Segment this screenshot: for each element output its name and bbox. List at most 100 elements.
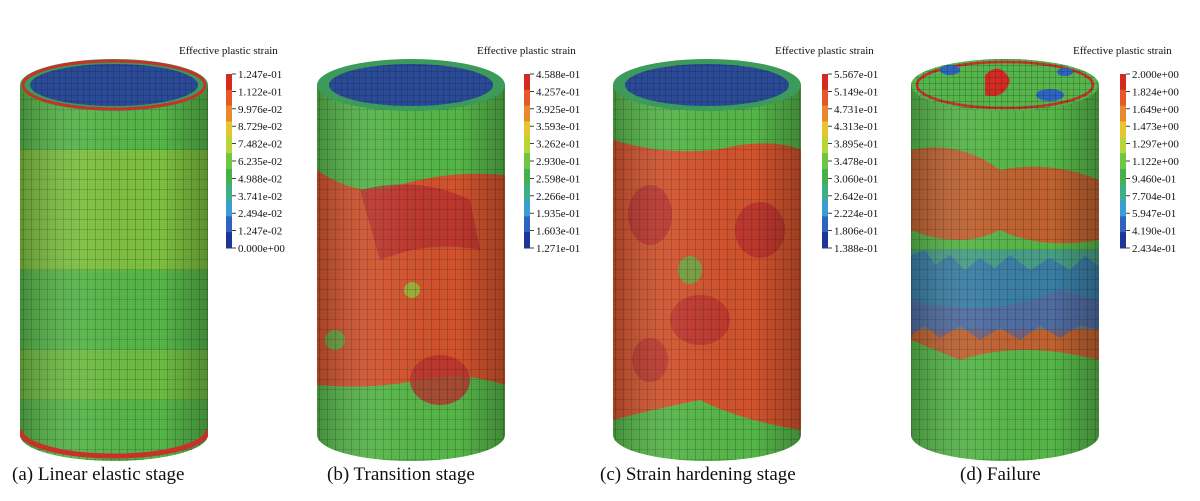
colorbar-tick-label: 7.482e-02 xyxy=(238,139,282,151)
colorbar-tick-label: 8.729e-02 xyxy=(238,121,282,133)
colorbar-d: 2.000e+00 1.824e+00 1.649e+00 1.473e+00 1.29… xyxy=(1120,69,1179,255)
colorbar-c: 5.567e-01 5.149e-01 4.731e-01 4.313e-01 3.89… xyxy=(822,69,878,255)
colorbar-tick-label: 9.460e-01 xyxy=(1132,173,1176,185)
colorbar-tick-label: 1.603e-01 xyxy=(536,226,580,238)
colorbar-swatch xyxy=(524,121,530,138)
colorbar-swatch xyxy=(226,168,232,186)
colorbar-tick-label: 3.262e-01 xyxy=(536,139,580,151)
caption-a: (a) Linear elastic stage xyxy=(12,464,185,485)
colorbar-swatch xyxy=(226,184,232,202)
colorbar-tick-label: 1.388e-01 xyxy=(834,243,878,255)
colorbar-swatch xyxy=(226,137,232,154)
caption-c: (c) Strain hardening stage xyxy=(600,464,796,485)
colorbar-swatch xyxy=(226,200,232,217)
colorbar-swatch xyxy=(226,216,232,233)
colorbar-tick-label: 1.247e-02 xyxy=(238,226,282,238)
colorbar-swatch xyxy=(524,137,530,154)
colorbar-swatch xyxy=(524,89,530,107)
colorbar-tick-label: 2.930e-01 xyxy=(536,156,580,168)
colorbar-swatch xyxy=(524,216,530,233)
colorbar-swatch xyxy=(1120,153,1126,170)
colorbar-tick-label: 4.588e-01 xyxy=(536,69,580,81)
colorbar-a: 1.247e-01 1.122e-01 9.976e-02 8.729e-02 7.48… xyxy=(226,69,285,255)
colorbar-swatch xyxy=(524,168,530,186)
colorbar-tick-label: 2.000e+00 xyxy=(1132,69,1179,81)
colorbar-swatch xyxy=(1120,216,1126,233)
colorbar-swatch xyxy=(1120,74,1126,91)
colorbar-tick-label: 5.149e-01 xyxy=(834,86,878,98)
colorbar-swatch xyxy=(524,200,530,217)
colorbar-swatch xyxy=(1120,184,1126,202)
colorbar-swatch xyxy=(822,216,828,233)
legend-title-c: Effective plastic strain xyxy=(775,45,874,57)
cylinder-d xyxy=(911,59,1099,461)
colorbar-tick-label: 2.266e-01 xyxy=(536,191,580,203)
colorbar-swatch xyxy=(524,74,530,91)
colorbar-swatch xyxy=(822,137,828,154)
colorbar-tick-label: 3.741e-02 xyxy=(238,191,282,203)
colorbar-tick-label: 4.988e-02 xyxy=(238,173,282,185)
colorbar-swatch xyxy=(1120,200,1126,217)
colorbar-tick-label: 1.271e-01 xyxy=(536,243,580,255)
colorbar-swatch xyxy=(822,184,828,202)
colorbar-swatch xyxy=(822,105,828,122)
colorbar-tick-label: 1.806e-01 xyxy=(834,226,878,238)
colorbar-swatch xyxy=(822,121,828,138)
colorbar-tick-label: 3.478e-01 xyxy=(834,156,878,168)
colorbar-swatch xyxy=(226,105,232,122)
colorbar-swatch xyxy=(524,105,530,122)
colorbar-swatch xyxy=(524,232,530,249)
colorbar-tick-label: 7.704e-01 xyxy=(1132,191,1176,203)
colorbar-tick-label: 1.649e+00 xyxy=(1132,104,1179,116)
colorbar-tick-label: 4.257e-01 xyxy=(536,86,580,98)
colorbar-tick-label: 2.598e-01 xyxy=(536,173,580,185)
colorbar-swatch xyxy=(1120,89,1126,107)
colorbar-tick-label: 2.224e-01 xyxy=(834,208,878,220)
colorbar-tick-label: 9.976e-02 xyxy=(238,104,282,116)
colorbar-swatch xyxy=(1120,121,1126,138)
colorbar-tick-label: 3.895e-01 xyxy=(834,139,878,151)
colorbar-tick-label: 1.297e+00 xyxy=(1132,139,1179,151)
cylinder-a xyxy=(20,59,208,461)
colorbar-swatch xyxy=(524,153,530,170)
colorbar-tick-label: 2.494e-02 xyxy=(238,208,282,220)
colorbar-tick-label: 4.731e-01 xyxy=(834,104,878,116)
cylinder-c xyxy=(613,59,801,461)
colorbar-swatch xyxy=(1120,232,1126,249)
cylinder-b xyxy=(317,59,505,461)
caption-b: (b) Transition stage xyxy=(327,464,475,485)
colorbar-tick-label: 1.122e+00 xyxy=(1132,156,1179,168)
legend-title-d: Effective plastic strain xyxy=(1073,45,1172,57)
colorbar-swatch xyxy=(524,184,530,202)
colorbar-tick-label: 3.925e-01 xyxy=(536,104,580,116)
colorbar-swatch xyxy=(226,121,232,138)
colorbar-swatch xyxy=(822,200,828,217)
colorbar-swatch xyxy=(822,153,828,170)
colorbar-b: 4.588e-01 4.257e-01 3.925e-01 3.593e-01 3.26… xyxy=(524,69,580,255)
colorbar-swatch xyxy=(1120,168,1126,186)
colorbar-swatch xyxy=(822,232,828,249)
caption-d: (d) Failure xyxy=(960,464,1041,485)
colorbar-tick-label: 1.122e-01 xyxy=(238,86,282,98)
colorbar-swatch xyxy=(1120,137,1126,154)
colorbar-swatch xyxy=(822,74,828,91)
colorbar-tick-label: 0.000e+00 xyxy=(238,243,285,255)
colorbar-tick-label: 4.190e-01 xyxy=(1132,226,1176,238)
colorbar-tick-label: 5.947e-01 xyxy=(1132,208,1176,220)
colorbar-tick-label: 6.235e-02 xyxy=(238,156,282,168)
colorbar-tick-label: 1.473e+00 xyxy=(1132,121,1179,133)
colorbar-tick-label: 3.060e-01 xyxy=(834,173,878,185)
legend-title-a: Effective plastic strain xyxy=(179,45,278,57)
colorbar-tick-label: 1.824e+00 xyxy=(1132,86,1179,98)
colorbar-swatch xyxy=(226,153,232,170)
colorbar-tick-label: 4.313e-01 xyxy=(834,121,878,133)
colorbar-swatch xyxy=(226,89,232,107)
colorbar-swatch xyxy=(226,232,232,249)
colorbar-tick-label: 2.434e-01 xyxy=(1132,243,1176,255)
colorbar-swatch xyxy=(1120,105,1126,122)
colorbar-tick-label: 1.247e-01 xyxy=(238,69,282,81)
legend-title-b: Effective plastic strain xyxy=(477,45,576,57)
colorbar-swatch xyxy=(226,74,232,91)
colorbar-tick-label: 5.567e-01 xyxy=(834,69,878,81)
